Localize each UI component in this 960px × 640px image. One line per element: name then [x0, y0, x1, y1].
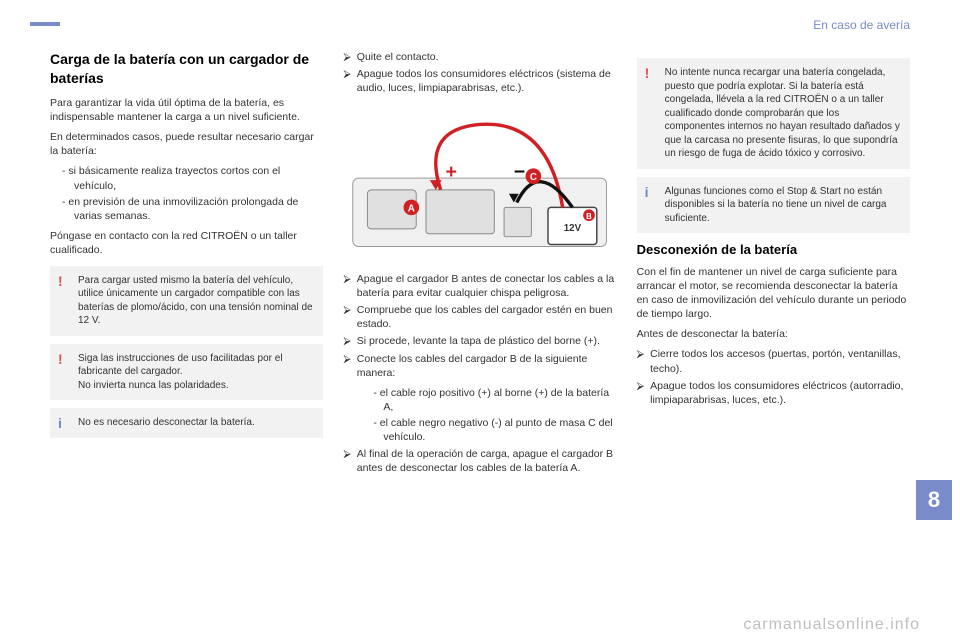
- arrow-icon: ⮚: [343, 67, 350, 95]
- col1-callout-3-text: No es necesario desconectar la batería.: [78, 417, 255, 428]
- col3-arrow-1-text: Cierre todos los accesos (puertas, portó…: [650, 347, 910, 375]
- col2-arrow-e-text: Conecte los cables del cargador B de la …: [357, 352, 617, 380]
- col1-callout-1-text: Para cargar usted mismo la batería del v…: [78, 275, 313, 327]
- col3-callout-1: ! No intente nunca recargar una batería …: [637, 58, 910, 169]
- column-1: Carga de la batería con un cargador de b…: [50, 50, 323, 610]
- col1-bullet-1: - si básicamente realiza trayectos corto…: [62, 164, 323, 192]
- col2-arrow-2-text: Apague todos los consumidores eléctricos…: [357, 67, 617, 95]
- col1-bullets: - si básicamente realiza trayectos corto…: [50, 164, 323, 223]
- col2-sub-1: - el cable rojo positivo (+) al borne (+…: [373, 386, 616, 414]
- col1-p1: Para garantizar la vida útil óptima de l…: [50, 96, 323, 124]
- col2-arrow-f-text: Al final de la operación de carga, apagu…: [357, 447, 617, 475]
- col2-arrow-f-wrap: ⮚Al final de la operación de carga, apag…: [343, 447, 616, 475]
- arrow-icon: ⮚: [343, 334, 350, 348]
- col2-arrow-f: ⮚Al final de la operación de carga, apag…: [343, 447, 616, 475]
- arrow-icon: ⮚: [343, 352, 350, 380]
- col2-arrows-bottom: ⮚Apague el cargador B antes de conectar …: [343, 272, 616, 380]
- arrow-icon: ⮚: [637, 347, 644, 375]
- col2-arrow-1: ⮚ Quite el contacto.: [343, 50, 616, 64]
- arrow-icon: ⮚: [637, 379, 644, 407]
- plus-symbol: +: [446, 161, 457, 183]
- watermark: carmanualsonline.info: [743, 616, 920, 634]
- col2-arrows-top: ⮚Quite el contacto. ⮚Apague todos los co…: [343, 50, 616, 96]
- col2-arrow-1-text: Quite el contacto.: [357, 50, 439, 64]
- col1-bullet-2: - en previsión de una inmovilización pro…: [62, 195, 323, 223]
- col3-p2: Antes de desconectar la batería:: [637, 327, 910, 341]
- col3-callout-2-text: Algunas funciones como el Stop & Start n…: [665, 186, 887, 224]
- col3-title: Desconexión de la batería: [637, 241, 910, 259]
- col3-arrow-2: ⮚Apague todos los consumidores eléctrico…: [637, 379, 910, 407]
- warning-icon: !: [645, 64, 650, 83]
- col1-p2: En determinados casos, puede resultar ne…: [50, 130, 323, 158]
- col3-arrow-2-text: Apague todos los consumidores eléctricos…: [650, 379, 910, 407]
- col2-sublist: - el cable rojo positivo (+) al borne (+…: [343, 386, 616, 445]
- col1-p3: Póngase en contacto con la red CITROËN o…: [50, 229, 323, 257]
- warning-icon: !: [58, 272, 63, 291]
- col2-arrow-d-text: Si procede, levante la tapa de plástico …: [357, 334, 600, 348]
- col1-callout-2-text-a: Siga las instrucciones de uso facilitada…: [78, 353, 283, 378]
- col2-arrow-b: ⮚Apague el cargador B antes de conectar …: [343, 272, 616, 300]
- chapter-tab: 8: [916, 480, 952, 520]
- col2-sub-2: - el cable negro negativo (-) al punto d…: [373, 416, 616, 444]
- label-b: B: [587, 212, 593, 221]
- label-12v: 12V: [564, 222, 582, 233]
- minus-symbol: −: [514, 161, 525, 183]
- label-a: A: [408, 203, 415, 214]
- arrow-icon: ⮚: [343, 272, 350, 300]
- col2-arrow-2: ⮚Apague todos los consumidores eléctrico…: [343, 67, 616, 95]
- col3-p1: Con el fin de mantener un nivel de carga…: [637, 265, 910, 322]
- col2-arrow-e: ⮚Conecte los cables del cargador B de la…: [343, 352, 616, 380]
- col2-arrow-b-text: Apague el cargador B antes de conectar l…: [357, 272, 617, 300]
- accent-bar: [30, 22, 60, 26]
- col2-arrow-d: ⮚ Si procede, levante la tapa de plástico…: [343, 334, 616, 348]
- col2-arrow-c-text: Compruebe que los cables del cargador es…: [357, 303, 617, 331]
- col3-arrows: ⮚Cierre todos los accesos (puertas, port…: [637, 347, 910, 407]
- arrow-icon: ⮚: [343, 303, 350, 331]
- col3-callout-2: i Algunas funciones como el Stop & Start…: [637, 177, 910, 234]
- label-c: C: [530, 172, 537, 183]
- col1-callout-2: ! Siga las instrucciones de uso facilita…: [50, 344, 323, 401]
- col1-callout-2-text-b: No invierta nunca las polaridades.: [78, 380, 229, 391]
- warning-icon: !: [58, 350, 63, 369]
- col3-callout-1-text: No intente nunca recargar una batería co…: [665, 67, 900, 159]
- column-2: ⮚Quite el contacto. ⮚Apague todos los co…: [343, 50, 616, 610]
- arrow-icon: ⮚: [343, 50, 350, 64]
- section-header: En caso de avería: [813, 18, 910, 32]
- info-icon: i: [645, 183, 649, 202]
- arrow-icon: ⮚: [343, 447, 350, 475]
- col3-arrow-1: ⮚Cierre todos los accesos (puertas, port…: [637, 347, 910, 375]
- column-3: ! No intente nunca recargar una batería …: [637, 50, 910, 610]
- col1-title: Carga de la batería con un cargador de b…: [50, 50, 323, 88]
- col1-callout-3: i No es necesario desconectar la batería…: [50, 408, 323, 438]
- page-columns: Carga de la batería con un cargador de b…: [50, 50, 910, 610]
- battery-diagram: 12V B + − A C: [343, 108, 616, 258]
- col1-callout-1: ! Para cargar usted mismo la batería del…: [50, 266, 323, 336]
- info-icon: i: [58, 414, 62, 433]
- col2-arrow-c: ⮚Compruebe que los cables del cargador e…: [343, 303, 616, 331]
